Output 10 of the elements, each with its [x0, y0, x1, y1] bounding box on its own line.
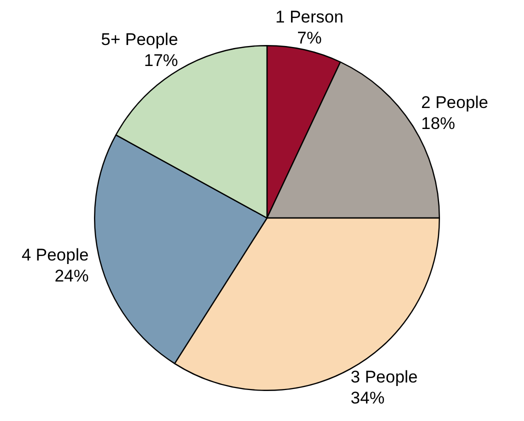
data-label: 17% — [144, 50, 178, 70]
data-label: 24% — [54, 266, 89, 286]
data-label: 7% — [297, 28, 322, 48]
data-label: 18% — [421, 114, 456, 134]
slice-label: 2 People — [421, 93, 488, 112]
slice-label: 1 Person — [275, 7, 344, 26]
data-label: 34% — [350, 388, 385, 408]
slice-label: 5+ People — [100, 30, 178, 49]
slice-label: 3 People — [350, 368, 418, 387]
slice-label: 4 People — [22, 246, 89, 265]
